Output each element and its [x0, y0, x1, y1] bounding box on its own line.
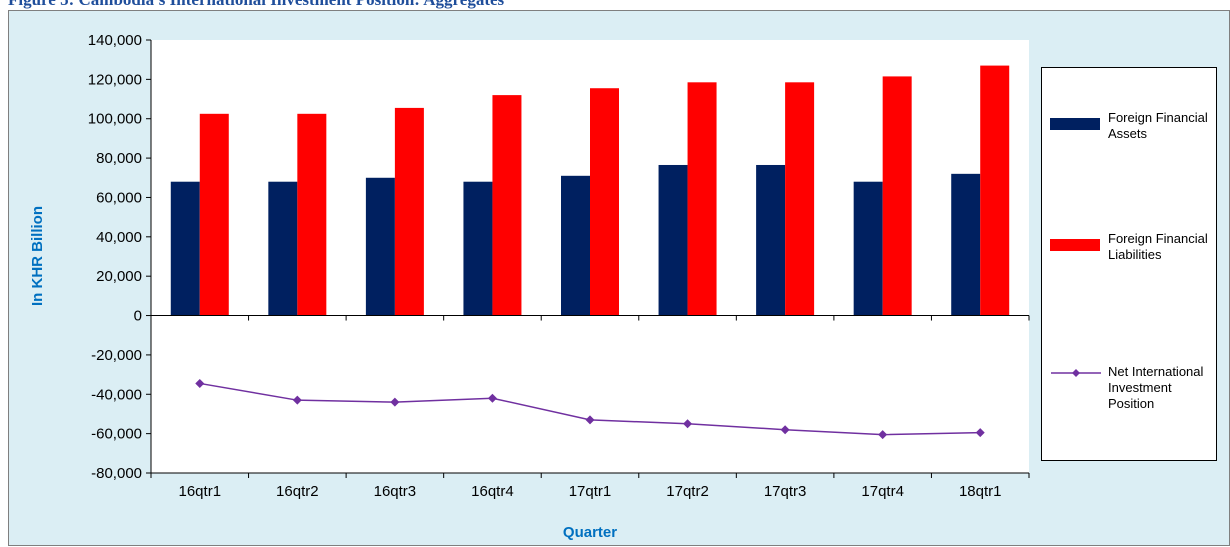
legend-swatch-assets — [1050, 118, 1100, 130]
bar-assets — [268, 181, 298, 316]
y-tick-label: 80,000 — [96, 150, 142, 167]
bars-group — [170, 65, 1010, 316]
legend-swatch-niip — [1051, 369, 1101, 377]
legend-label-niip-line2: Investment — [1108, 380, 1172, 395]
y-tick-label: 0 — [134, 308, 142, 325]
x-category-label: 18qtr1 — [959, 483, 1002, 500]
y-tick-label: 100,000 — [88, 111, 142, 128]
bar-liabilities — [297, 113, 327, 316]
bar-liabilities — [590, 88, 619, 316]
legend-swatch-liabilities — [1050, 239, 1100, 251]
x-category-label: 16qtr2 — [276, 483, 319, 500]
bar-liabilities — [492, 95, 522, 316]
niip-marker — [195, 378, 205, 388]
bar-liabilities — [882, 76, 912, 316]
legend-label-niip-line3: Position — [1108, 396, 1155, 411]
x-category-label: 16qtr3 — [374, 483, 417, 500]
niip-marker — [780, 425, 790, 435]
bar-assets — [561, 175, 590, 316]
legend-label-assets-line2: Assets — [1108, 126, 1148, 141]
figure-heading-text: Figure 5: Cambodia's International Inves… — [8, 0, 1230, 10]
niip-marker — [585, 415, 595, 425]
bar-assets — [951, 173, 981, 316]
y-tick-label: -80,000 — [91, 465, 142, 482]
niip-marker — [683, 419, 693, 429]
x-axis-title: Quarter — [563, 524, 617, 541]
chart-plot: 140,000 120,000 100,000 80,000 60,000 40,000 2… — [29, 32, 1030, 541]
y-tick-label: 60,000 — [96, 189, 142, 206]
x-category-label: 16qtr1 — [179, 483, 222, 500]
bar-liabilities — [394, 107, 424, 316]
niip-marker — [878, 430, 888, 440]
niip-marker — [292, 395, 302, 405]
legend-label-assets-line1: Foreign Financial — [1108, 110, 1208, 125]
y-tick-label: 120,000 — [88, 71, 142, 88]
bar-assets — [170, 181, 200, 316]
chart-area: 140,000 120,000 100,000 80,000 60,000 40,000 2… — [8, 10, 1230, 546]
legend-label-niip-line1: Net International — [1108, 364, 1204, 379]
x-category-label: 16qtr4 — [471, 483, 514, 500]
y-axis-title: In KHR Billion — [29, 206, 46, 306]
bar-assets — [365, 177, 395, 316]
legend-label-liabilities-line2: Liabilities — [1108, 247, 1162, 262]
x-category-label: 17qtr1 — [569, 483, 612, 500]
bar-liabilities — [687, 82, 717, 316]
axes-group: 140,000 120,000 100,000 80,000 60,000 40,000 2… — [88, 32, 1030, 500]
bar-liabilities — [980, 65, 1010, 316]
niip-marker — [390, 397, 400, 407]
x-category-label: 17qtr3 — [764, 483, 807, 500]
y-tick-label: 40,000 — [96, 229, 142, 246]
bar-assets — [463, 181, 493, 316]
bar-liabilities — [785, 82, 815, 316]
bar-assets — [853, 181, 883, 316]
niip-marker — [975, 428, 985, 438]
y-tick-label: -20,000 — [91, 347, 142, 364]
bar-liabilities — [199, 113, 229, 316]
bar-assets — [756, 164, 786, 316]
bar-assets — [658, 164, 688, 316]
y-tick-label: -60,000 — [91, 426, 142, 443]
x-category-label: 17qtr4 — [861, 483, 904, 500]
niip-line-group — [195, 378, 985, 440]
y-tick-label: -40,000 — [91, 386, 142, 403]
niip-marker — [487, 393, 497, 403]
legend-label-liabilities-line1: Foreign Financial — [1108, 231, 1208, 246]
x-category-label: 17qtr2 — [666, 483, 709, 500]
legend: Foreign Financial Assets Foreign Financi… — [1041, 67, 1217, 461]
y-tick-label: 20,000 — [96, 268, 142, 285]
figure-heading: Figure 5: Cambodia's International Inves… — [8, 0, 1230, 10]
y-tick-label: 140,000 — [88, 32, 142, 49]
